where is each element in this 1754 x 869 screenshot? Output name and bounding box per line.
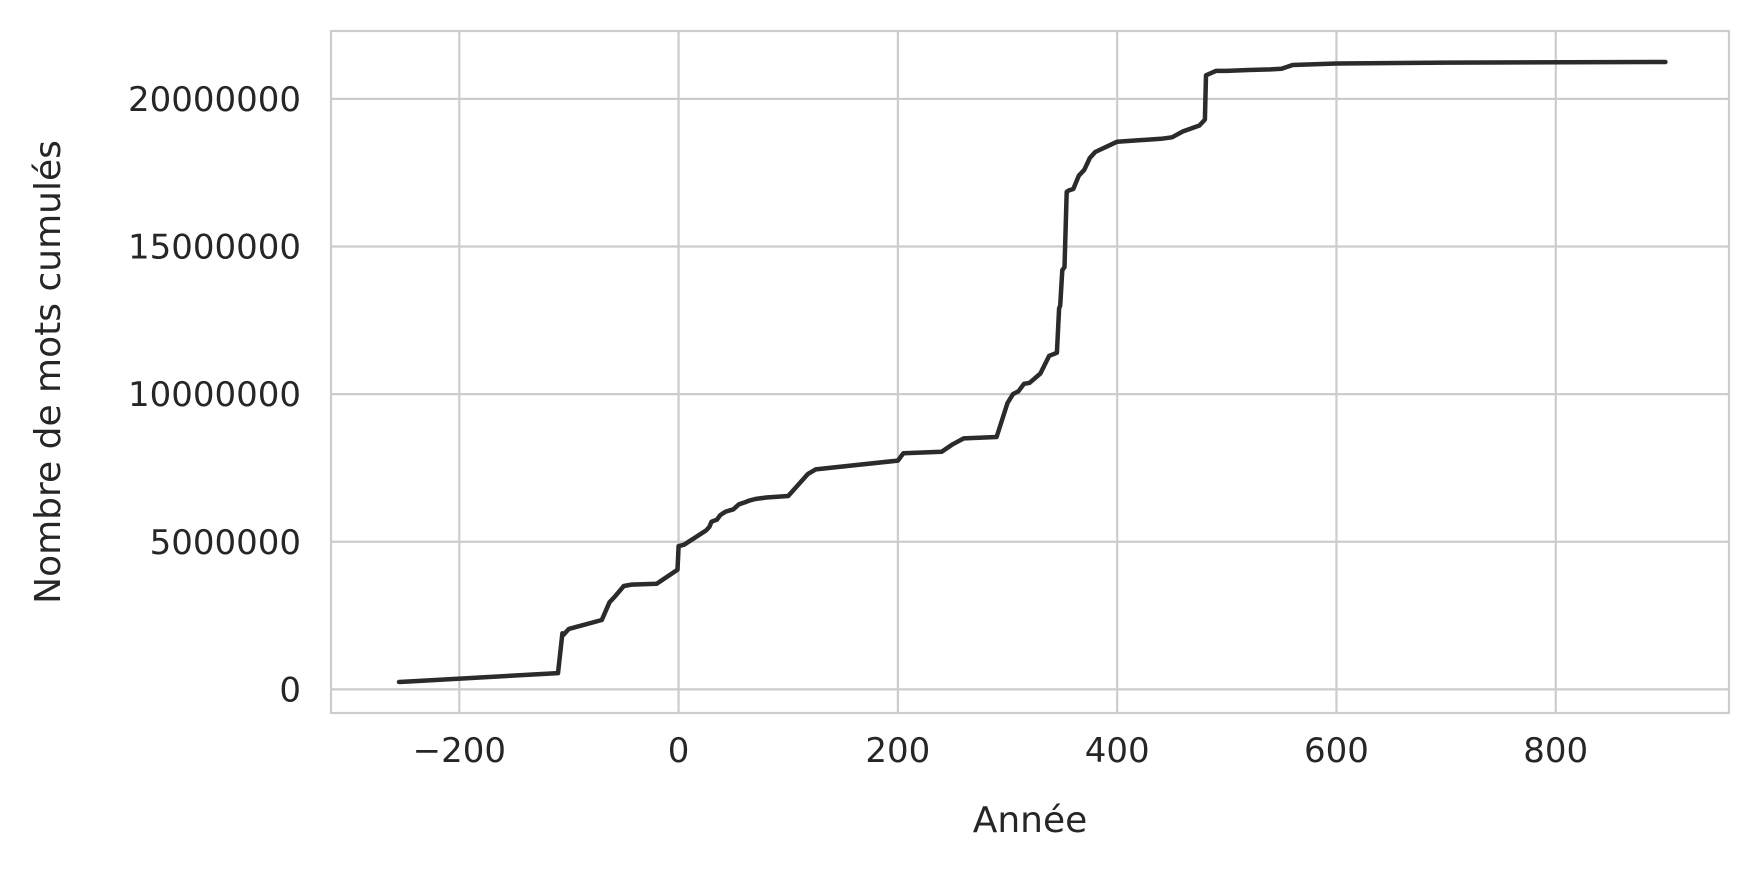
x-axis-label: Année bbox=[973, 800, 1088, 841]
plot-frame bbox=[329, 29, 1731, 715]
x-tick-label: −200 bbox=[413, 731, 506, 771]
y-tick-label: 15000000 bbox=[128, 228, 301, 268]
y-tick-label: 10000000 bbox=[128, 375, 301, 415]
x-tick-label: 400 bbox=[1085, 731, 1150, 771]
series-line bbox=[396, 59, 1668, 685]
x-tick-label: 200 bbox=[865, 731, 930, 771]
y-tick-label: 20000000 bbox=[128, 80, 301, 120]
tick-labels: −200 0 200 400 600 800 0 5000000 10000000 1500000… bbox=[128, 80, 1588, 771]
x-tick-label: 600 bbox=[1304, 731, 1369, 771]
y-axis-label: Nombre de mots cumulés bbox=[28, 140, 69, 604]
y-tick-label: 0 bbox=[279, 670, 301, 710]
grid bbox=[331, 31, 1729, 713]
y-tick-label: 5000000 bbox=[150, 523, 301, 563]
x-tick-label: 800 bbox=[1523, 731, 1588, 771]
x-tick-label: 0 bbox=[668, 731, 690, 771]
